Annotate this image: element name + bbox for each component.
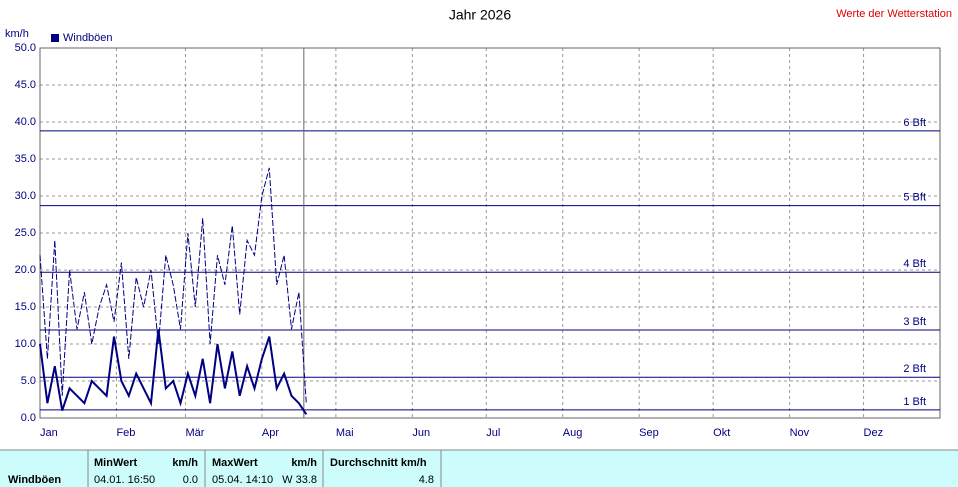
beaufort-label: 6 Bft <box>903 117 926 129</box>
x-tick-label: Aug <box>563 427 583 439</box>
y-tick-label: 10.0 <box>15 338 36 350</box>
y-tick-label: 5.0 <box>21 375 36 387</box>
x-tick-label: Mai <box>336 427 354 439</box>
x-tick-label: Mär <box>185 427 204 439</box>
subtitle: Werte der Wetterstation <box>836 8 952 20</box>
header: km/h <box>172 457 198 469</box>
y-tick-label: 15.0 <box>15 301 36 313</box>
x-tick-label: Nov <box>790 427 810 439</box>
beaufort-label: 2 Bft <box>903 363 926 375</box>
y-axis-label: km/h <box>5 28 29 40</box>
header: Durchschnitt km/h <box>330 457 427 469</box>
beaufort-label: 3 Bft <box>903 316 926 328</box>
y-tick-label: 0.0 <box>21 412 36 424</box>
series-line <box>39 167 307 404</box>
y-tick-label: 50.0 <box>15 42 36 54</box>
row-label: Windböen <box>8 474 61 486</box>
y-tick-label: 35.0 <box>15 153 36 165</box>
plot-frame <box>39 47 941 419</box>
x-tick-label: Dez <box>864 427 884 439</box>
cell: 04.01. 16:50 <box>94 474 155 486</box>
y-tick-label: 30.0 <box>15 190 36 202</box>
cell: 4.8 <box>419 474 434 486</box>
x-tick-label: Apr <box>262 427 279 439</box>
chart-title: Jahr 2026 <box>449 7 511 23</box>
x-tick-label: Jun <box>412 427 430 439</box>
legend-label: Windböen <box>63 32 113 44</box>
x-tick-label: Okt <box>713 427 730 439</box>
series-line <box>39 329 308 415</box>
y-tick-label: 20.0 <box>15 264 36 276</box>
beaufort-label: 5 Bft <box>903 192 926 204</box>
y-tick-label: 40.0 <box>15 116 36 128</box>
legend-swatch <box>51 34 59 42</box>
stats-dividers <box>0 449 958 487</box>
x-tick-label: Jul <box>486 427 500 439</box>
stats-background <box>0 450 958 487</box>
cell: W 33.8 <box>282 474 317 486</box>
stats-table: Windböen MinWert km/h 04.01. 16:50 0.0 M… <box>8 457 434 486</box>
y-tick-label: 25.0 <box>15 227 36 239</box>
beaufort-label: 4 Bft <box>903 258 926 270</box>
header: km/h <box>291 457 317 469</box>
x-tick-label: Jan <box>40 427 58 439</box>
header: MinWert <box>94 457 138 469</box>
x-tick-label: Sep <box>639 427 659 439</box>
beaufort-label: 1 Bft <box>903 396 926 408</box>
y-tick-label: 45.0 <box>15 79 36 91</box>
cell: 0.0 <box>183 474 198 486</box>
cell: 05.04. 14:10 <box>212 474 273 486</box>
header: MaxWert <box>212 457 258 469</box>
x-tick-label: Feb <box>116 427 135 439</box>
